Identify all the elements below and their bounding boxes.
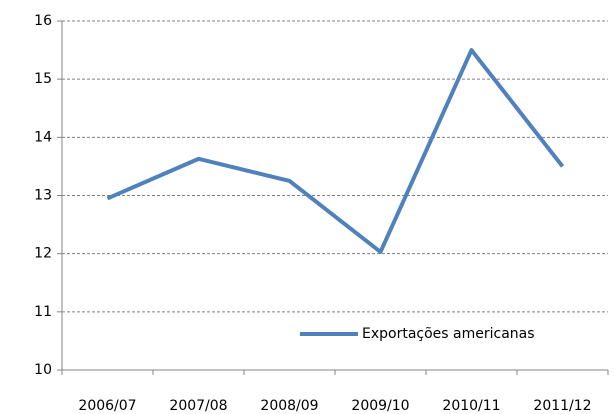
x-tick-label: 2011/12 [533,398,591,414]
data-line [106,48,565,254]
x-tick-label: 2006/07 [78,398,136,414]
y-tick-label: 13 [34,188,52,204]
y-tick-label: 10 [34,362,52,378]
x-tick-label: 2007/08 [169,398,227,414]
y-tick-label: 15 [34,71,52,87]
y-tick-label: 16 [34,13,52,29]
y-tick-label: 12 [34,246,52,262]
y-tick-label: 11 [34,304,52,320]
x-tick-label: 2010/11 [442,398,500,414]
legend-label: Exportações americanas [362,326,535,342]
y-tick-label: 14 [34,129,52,145]
x-tick-label: 2008/09 [260,398,318,414]
x-tick-label: 2009/10 [351,398,409,414]
